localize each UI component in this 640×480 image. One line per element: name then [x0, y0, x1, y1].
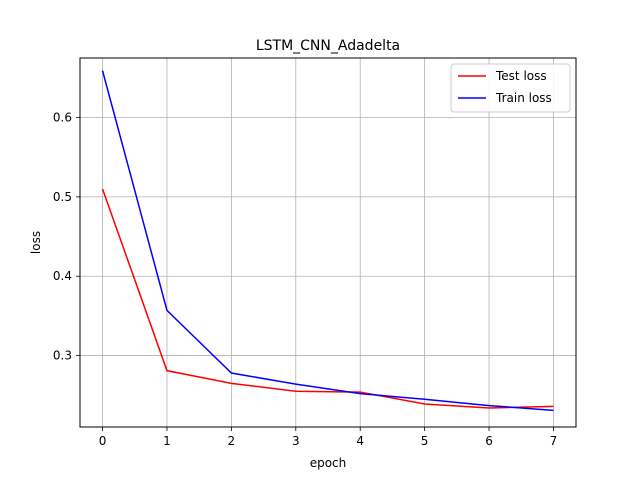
x-tick-label: 5	[421, 434, 429, 448]
legend: Test loss Train loss	[450, 63, 571, 113]
x-tick-label: 7	[550, 434, 558, 448]
series-lines	[101, 70, 554, 412]
y-tick-label: 0.6	[53, 111, 72, 125]
x-tick-label: 4	[356, 434, 364, 448]
grid-lines	[80, 58, 576, 427]
legend-label: Train loss	[495, 91, 552, 105]
y-tick-label: 0.4	[53, 269, 72, 283]
x-tick-label: 6	[485, 434, 493, 448]
series-line-test-loss	[101, 188, 554, 409]
x-tick-label: 1	[163, 434, 171, 448]
y-tick-label: 0.3	[53, 349, 72, 363]
chart-title: LSTM_CNN_Adadelta	[256, 38, 400, 54]
legend-label: Test loss	[495, 69, 547, 83]
x-tick-label: 0	[99, 434, 107, 448]
y-tick-label: 0.5	[53, 190, 72, 204]
series-line-train-loss	[101, 70, 554, 412]
y-axis-label: loss	[29, 231, 43, 254]
x-axis-label: epoch	[310, 456, 347, 470]
x-tick-label: 2	[228, 434, 236, 448]
plot-frame	[79, 57, 577, 428]
x-tick-label: 3	[292, 434, 300, 448]
axis-ticks: 0 1 2 3 4 5 6 7 0.3 0.4 0.5 0.6	[53, 111, 557, 448]
